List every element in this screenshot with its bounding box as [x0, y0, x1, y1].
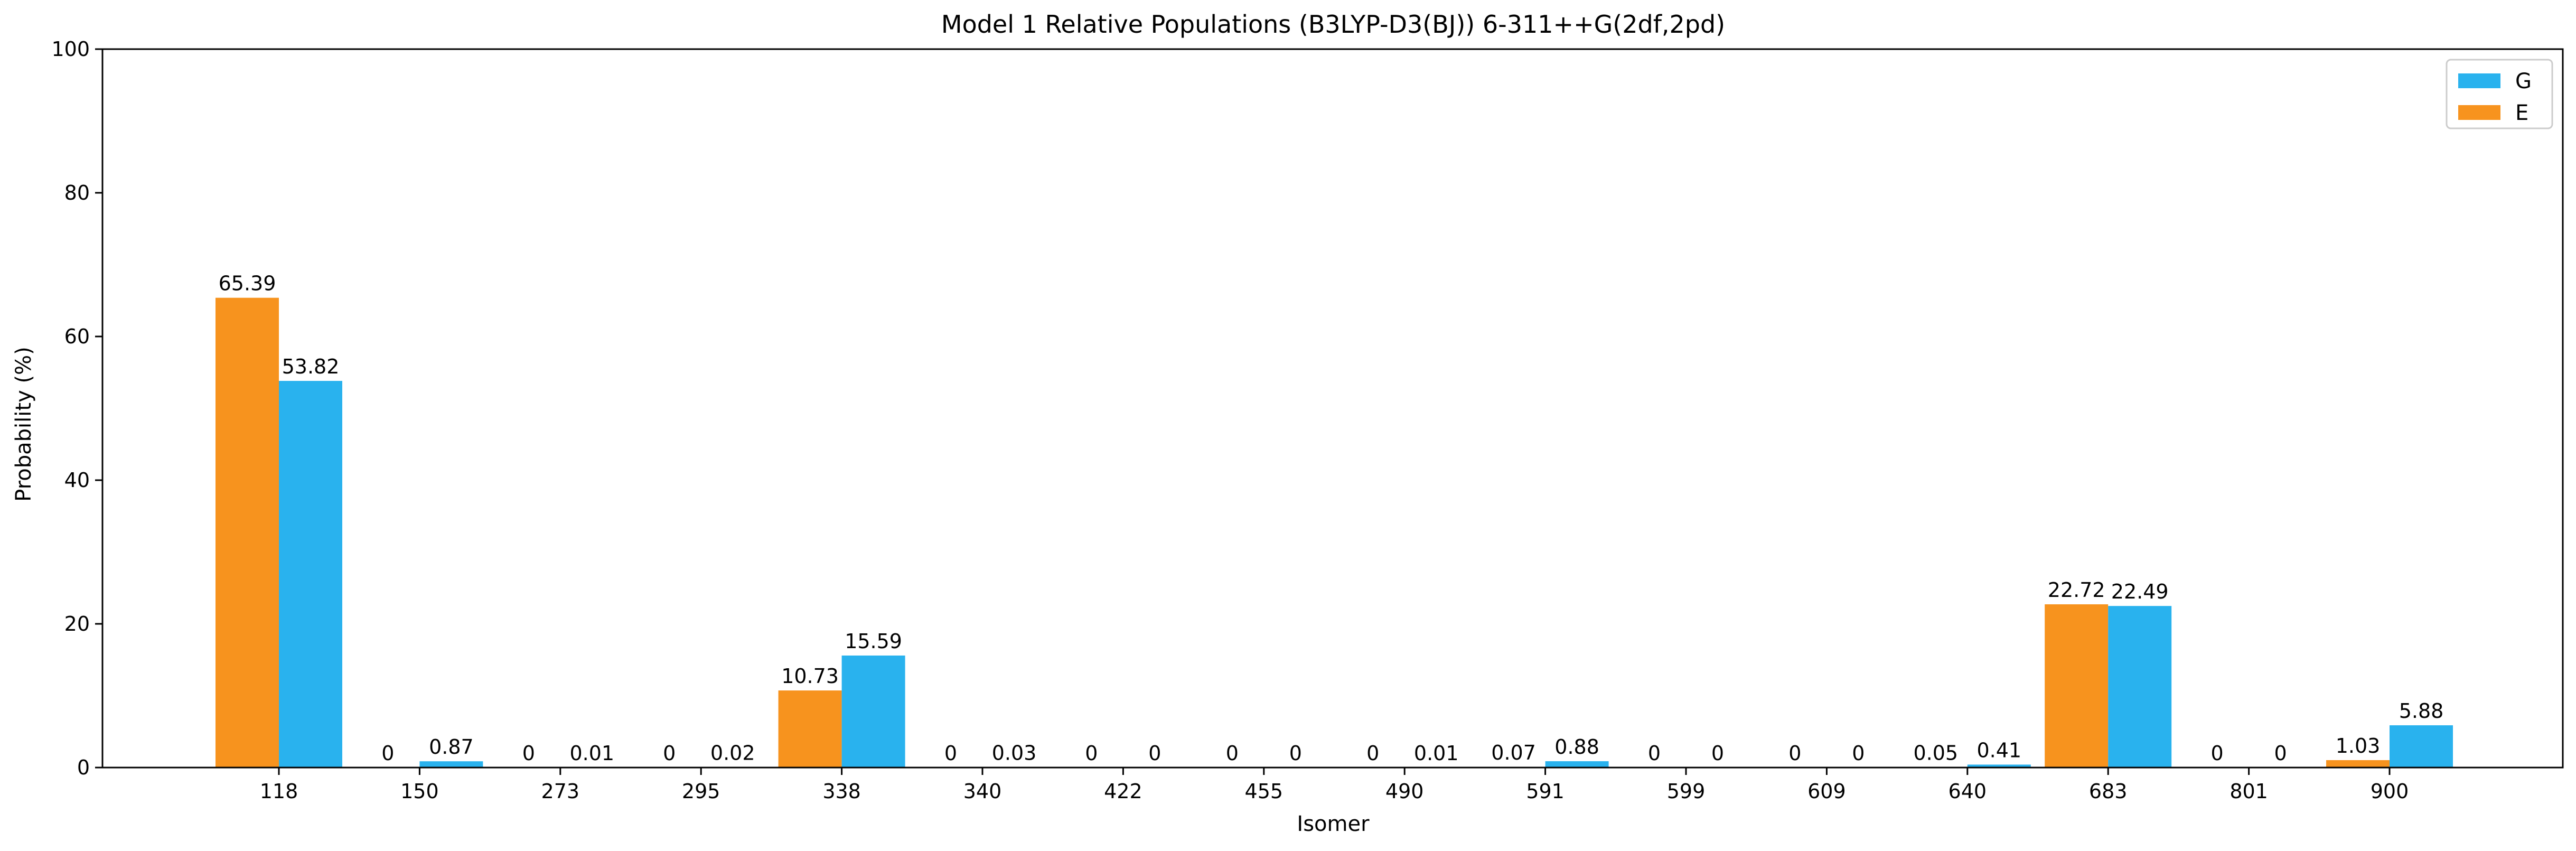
legend: GE	[2446, 59, 2553, 129]
x-tick-label: 683	[2089, 780, 2128, 803]
data-label-G-599: 0	[1711, 742, 1724, 765]
y-tick-label: 100	[51, 38, 90, 61]
data-label-G-900: 5.88	[2399, 699, 2444, 723]
data-label-E-591: 0.07	[1491, 741, 1536, 764]
data-label-E-150: 0	[381, 742, 394, 765]
bar-G-683	[2108, 606, 2172, 768]
y-axis-label: Probability (%)	[12, 347, 36, 501]
y-tick-label: 60	[64, 325, 90, 348]
data-label-G-422: 0	[1148, 742, 1161, 765]
bar-G-640	[1967, 764, 2031, 768]
data-label-E-801: 0	[2211, 742, 2224, 765]
data-label-G-455: 0	[1289, 742, 1302, 765]
x-tick-label: 801	[2230, 780, 2268, 803]
data-label-G-801: 0	[2274, 742, 2287, 765]
y-tick-label: 40	[64, 469, 90, 492]
x-tick-label: 490	[1385, 780, 1424, 803]
data-labels-layer: 65.39 0 0 0 10.73 0 0 0 0 0.07 0 0 0.05 22.72 0 1.03 53.…	[219, 272, 2444, 765]
x-tick-label: 273	[541, 780, 580, 803]
data-label-E-455: 0	[1226, 742, 1239, 765]
data-label-E-338: 10.73	[781, 665, 839, 688]
data-label-G-683: 22.49	[2111, 580, 2169, 603]
x-tick-label: 338	[822, 780, 861, 803]
data-label-E-599: 0	[1648, 742, 1661, 765]
x-tick-label: 599	[1667, 780, 1706, 803]
data-label-G-591: 0.88	[1554, 735, 1599, 759]
data-label-G-640: 0.41	[1977, 738, 2021, 762]
data-label-G-295: 0.02	[710, 742, 755, 765]
data-label-G-118: 53.82	[282, 355, 340, 378]
legend-label-G: G	[2515, 69, 2532, 93]
y-tick-label: 20	[64, 612, 90, 635]
x-tick-label: 295	[682, 780, 720, 803]
legend-label-E: E	[2515, 101, 2528, 125]
data-label-G-150: 0.87	[429, 735, 474, 759]
plot-frame	[101, 48, 2564, 769]
x-tick-label: 118	[260, 780, 298, 803]
bar-E-338	[778, 690, 842, 768]
data-label-G-609: 0	[1852, 742, 1865, 765]
x-tick-label: 900	[2371, 780, 2409, 803]
y-tick-label: 80	[64, 181, 90, 204]
chart-title: Model 1 Relative Populations (B3LYP-D3(B…	[941, 10, 1725, 39]
legend-swatch-G	[2458, 73, 2500, 88]
data-label-E-640: 0.05	[1913, 741, 1958, 764]
data-label-E-683: 22.72	[2048, 578, 2105, 602]
bar-G-591	[1545, 761, 1609, 768]
data-label-E-490: 0	[1366, 742, 1379, 765]
data-label-E-273: 0	[522, 742, 535, 765]
x-tick-label: 150	[400, 780, 439, 803]
x-tick-label: 340	[963, 780, 1002, 803]
x-tick-label: 422	[1104, 780, 1142, 803]
x-tick-label: 591	[1526, 780, 1565, 803]
x-tick-label: 640	[1949, 780, 1987, 803]
x-tick-label: 455	[1245, 780, 1284, 803]
bars-layer	[216, 297, 2453, 768]
x-tick-label: 609	[1807, 780, 1846, 803]
bar-G-338	[841, 655, 905, 768]
x-axis-label: Isomer	[1297, 812, 1370, 836]
legend-swatch-E	[2458, 105, 2500, 120]
data-label-G-273: 0.01	[569, 742, 614, 765]
bar-E-683	[2045, 604, 2109, 768]
data-label-G-490: 0.01	[1414, 742, 1459, 765]
y-tick-label: 0	[77, 756, 90, 779]
data-label-E-340: 0	[944, 742, 957, 765]
data-label-E-118: 65.39	[219, 272, 276, 295]
bar-G-118	[279, 381, 342, 768]
data-label-E-900: 1.03	[2336, 734, 2381, 758]
bar-E-118	[216, 297, 279, 768]
bar-E-900	[2326, 760, 2390, 768]
data-label-E-295: 0	[663, 742, 676, 765]
data-label-G-338: 15.59	[845, 630, 902, 653]
data-label-G-340: 0.03	[992, 742, 1037, 765]
data-label-E-422: 0	[1085, 742, 1098, 765]
data-label-E-609: 0	[1788, 742, 1801, 765]
bar-G-150	[419, 761, 483, 768]
bar-G-900	[2390, 725, 2453, 768]
